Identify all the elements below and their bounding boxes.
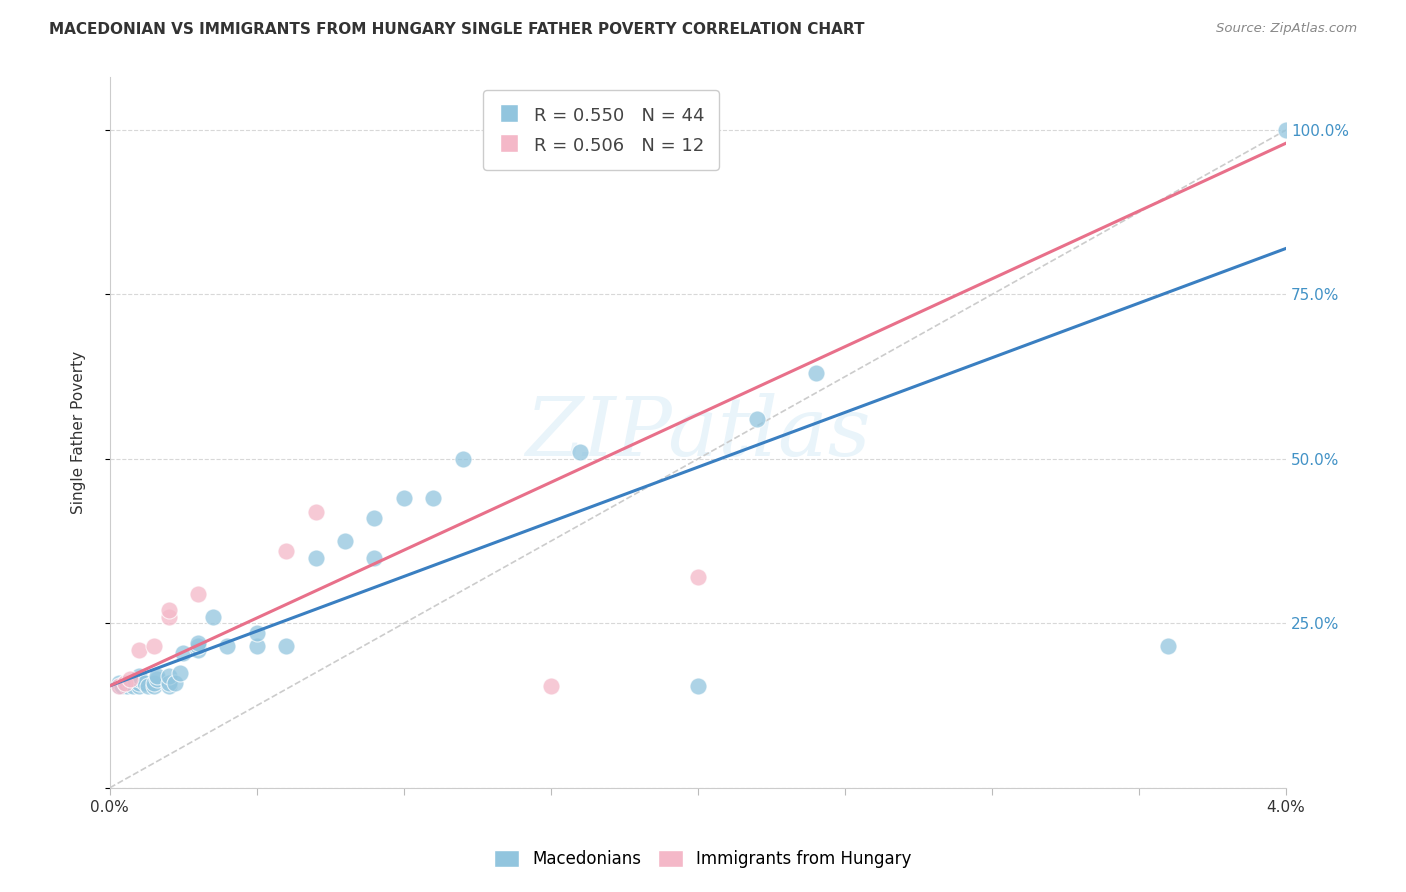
Point (146, 669, 169, 683)
Point (117, 679, 139, 693)
Point (107, 675, 129, 690)
Point (157, 675, 180, 690)
Point (107, 679, 129, 693)
Legend: R = 0.550   N = 44, R = 0.506   N = 12: R = 0.550 N = 44, R = 0.506 N = 12 (484, 90, 718, 169)
Point (745, 412, 768, 426)
Point (172, 646, 194, 660)
Point (392, 491, 415, 506)
Point (128, 675, 150, 690)
Point (363, 511, 385, 525)
Point (276, 544, 298, 558)
Point (187, 587, 209, 601)
Point (142, 640, 165, 654)
Point (569, 445, 592, 459)
Point (157, 669, 180, 683)
Point (363, 550, 385, 565)
Point (114, 675, 136, 690)
Point (804, 367, 827, 381)
Point (686, 679, 709, 693)
Point (1275, 123, 1298, 137)
Point (157, 679, 180, 693)
Point (187, 642, 209, 657)
Point (107, 679, 129, 693)
Point (276, 640, 298, 654)
Point (136, 679, 159, 693)
Point (114, 675, 136, 690)
Point (157, 603, 180, 617)
Point (146, 672, 169, 686)
Point (128, 679, 150, 693)
Point (169, 665, 191, 680)
Point (686, 570, 709, 584)
Point (333, 534, 356, 549)
Point (187, 640, 209, 654)
Text: Source: ZipAtlas.com: Source: ZipAtlas.com (1216, 22, 1357, 36)
Point (217, 640, 239, 654)
Point (142, 679, 165, 693)
Point (122, 679, 145, 693)
Point (128, 669, 150, 683)
Text: ZIPatlas: ZIPatlas (526, 392, 870, 473)
Point (187, 636, 209, 650)
Point (305, 550, 328, 565)
Point (120, 672, 142, 686)
Point (540, 679, 562, 693)
Point (422, 491, 444, 506)
Point (163, 675, 186, 690)
Point (142, 675, 165, 690)
Point (246, 626, 269, 640)
Point (120, 675, 142, 690)
Y-axis label: Single Father Poverty: Single Father Poverty (72, 351, 86, 514)
Point (246, 640, 269, 654)
Legend: Macedonians, Immigrants from Hungary: Macedonians, Immigrants from Hungary (488, 843, 918, 875)
Point (1157, 640, 1180, 654)
Point (134, 675, 156, 690)
Point (110, 679, 132, 693)
Point (128, 672, 150, 686)
Point (201, 609, 224, 624)
Point (305, 504, 328, 518)
Point (157, 609, 180, 624)
Text: MACEDONIAN VS IMMIGRANTS FROM HUNGARY SINGLE FATHER POVERTY CORRELATION CHART: MACEDONIAN VS IMMIGRANTS FROM HUNGARY SI… (49, 22, 865, 37)
Point (451, 451, 474, 466)
Point (128, 642, 150, 657)
